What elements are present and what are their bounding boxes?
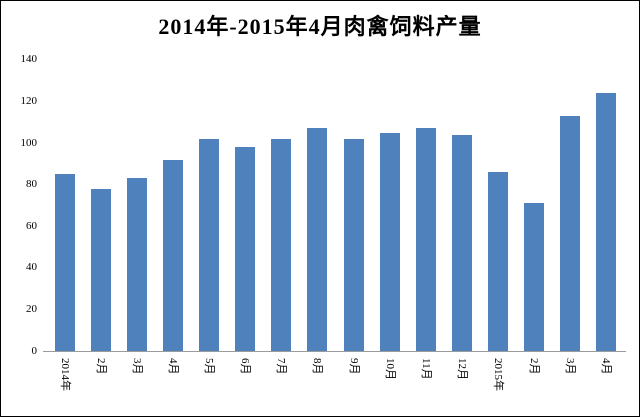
x-axis-tick-label: 4月 [167, 358, 180, 375]
bar-5月 [199, 139, 220, 351]
y-axis-tick-label: 0 [31, 344, 38, 357]
x-axis-line [43, 351, 626, 352]
x-axis-tick-label: 12月 [455, 358, 468, 380]
bar-9月 [343, 139, 364, 351]
x-axis-tick-label: 4月 [600, 358, 613, 375]
x-axis-tick-label: 10月 [383, 358, 396, 380]
bar-3月 [559, 116, 580, 351]
y-axis-tick-label: 40 [26, 261, 37, 274]
bar-11月 [415, 128, 436, 351]
bar-7月 [271, 139, 292, 351]
y-axis-tick-label: 140 [20, 53, 38, 66]
bar-10月 [379, 133, 400, 351]
x-axis-tick-label: 2014年 [59, 358, 71, 391]
y-axis-tick-label: 80 [26, 178, 37, 191]
bar-6月 [235, 147, 256, 351]
x-axis-tick-label: 5月 [203, 358, 216, 375]
y-axis-tick-label: 100 [20, 136, 38, 149]
bar-2015年 [487, 172, 508, 351]
x-axis-tick-label: 3月 [131, 358, 144, 375]
y-axis-tick-label: 60 [26, 219, 37, 232]
bar-2月 [91, 189, 112, 351]
x-axis-tick-label: 7月 [275, 358, 288, 375]
bar-4月 [596, 93, 617, 351]
x-axis-tick-label: 8月 [311, 358, 324, 375]
bar-2014年 [55, 174, 75, 351]
bar-12月 [451, 135, 472, 351]
x-axis-tick-label: 11月 [419, 358, 432, 380]
y-axis-tick-label: 20 [26, 302, 37, 315]
bar-2月 [523, 203, 544, 351]
chart-title: 2014年-2015年4月肉禽饲料产量 [158, 14, 482, 39]
x-axis-tick-label: 2月 [95, 358, 108, 375]
x-axis-tick-label: 2015年 [491, 358, 504, 391]
x-axis-tick-label: 6月 [239, 358, 252, 375]
x-axis-tick-label: 2月 [527, 358, 540, 375]
bar-3月 [127, 178, 148, 351]
y-axis-tick-label: 120 [20, 94, 38, 107]
x-axis-tick-label: 3月 [563, 358, 576, 375]
x-axis-tick-label: 9月 [347, 358, 360, 375]
bar-4月 [163, 160, 184, 351]
bar-8月 [307, 128, 328, 351]
